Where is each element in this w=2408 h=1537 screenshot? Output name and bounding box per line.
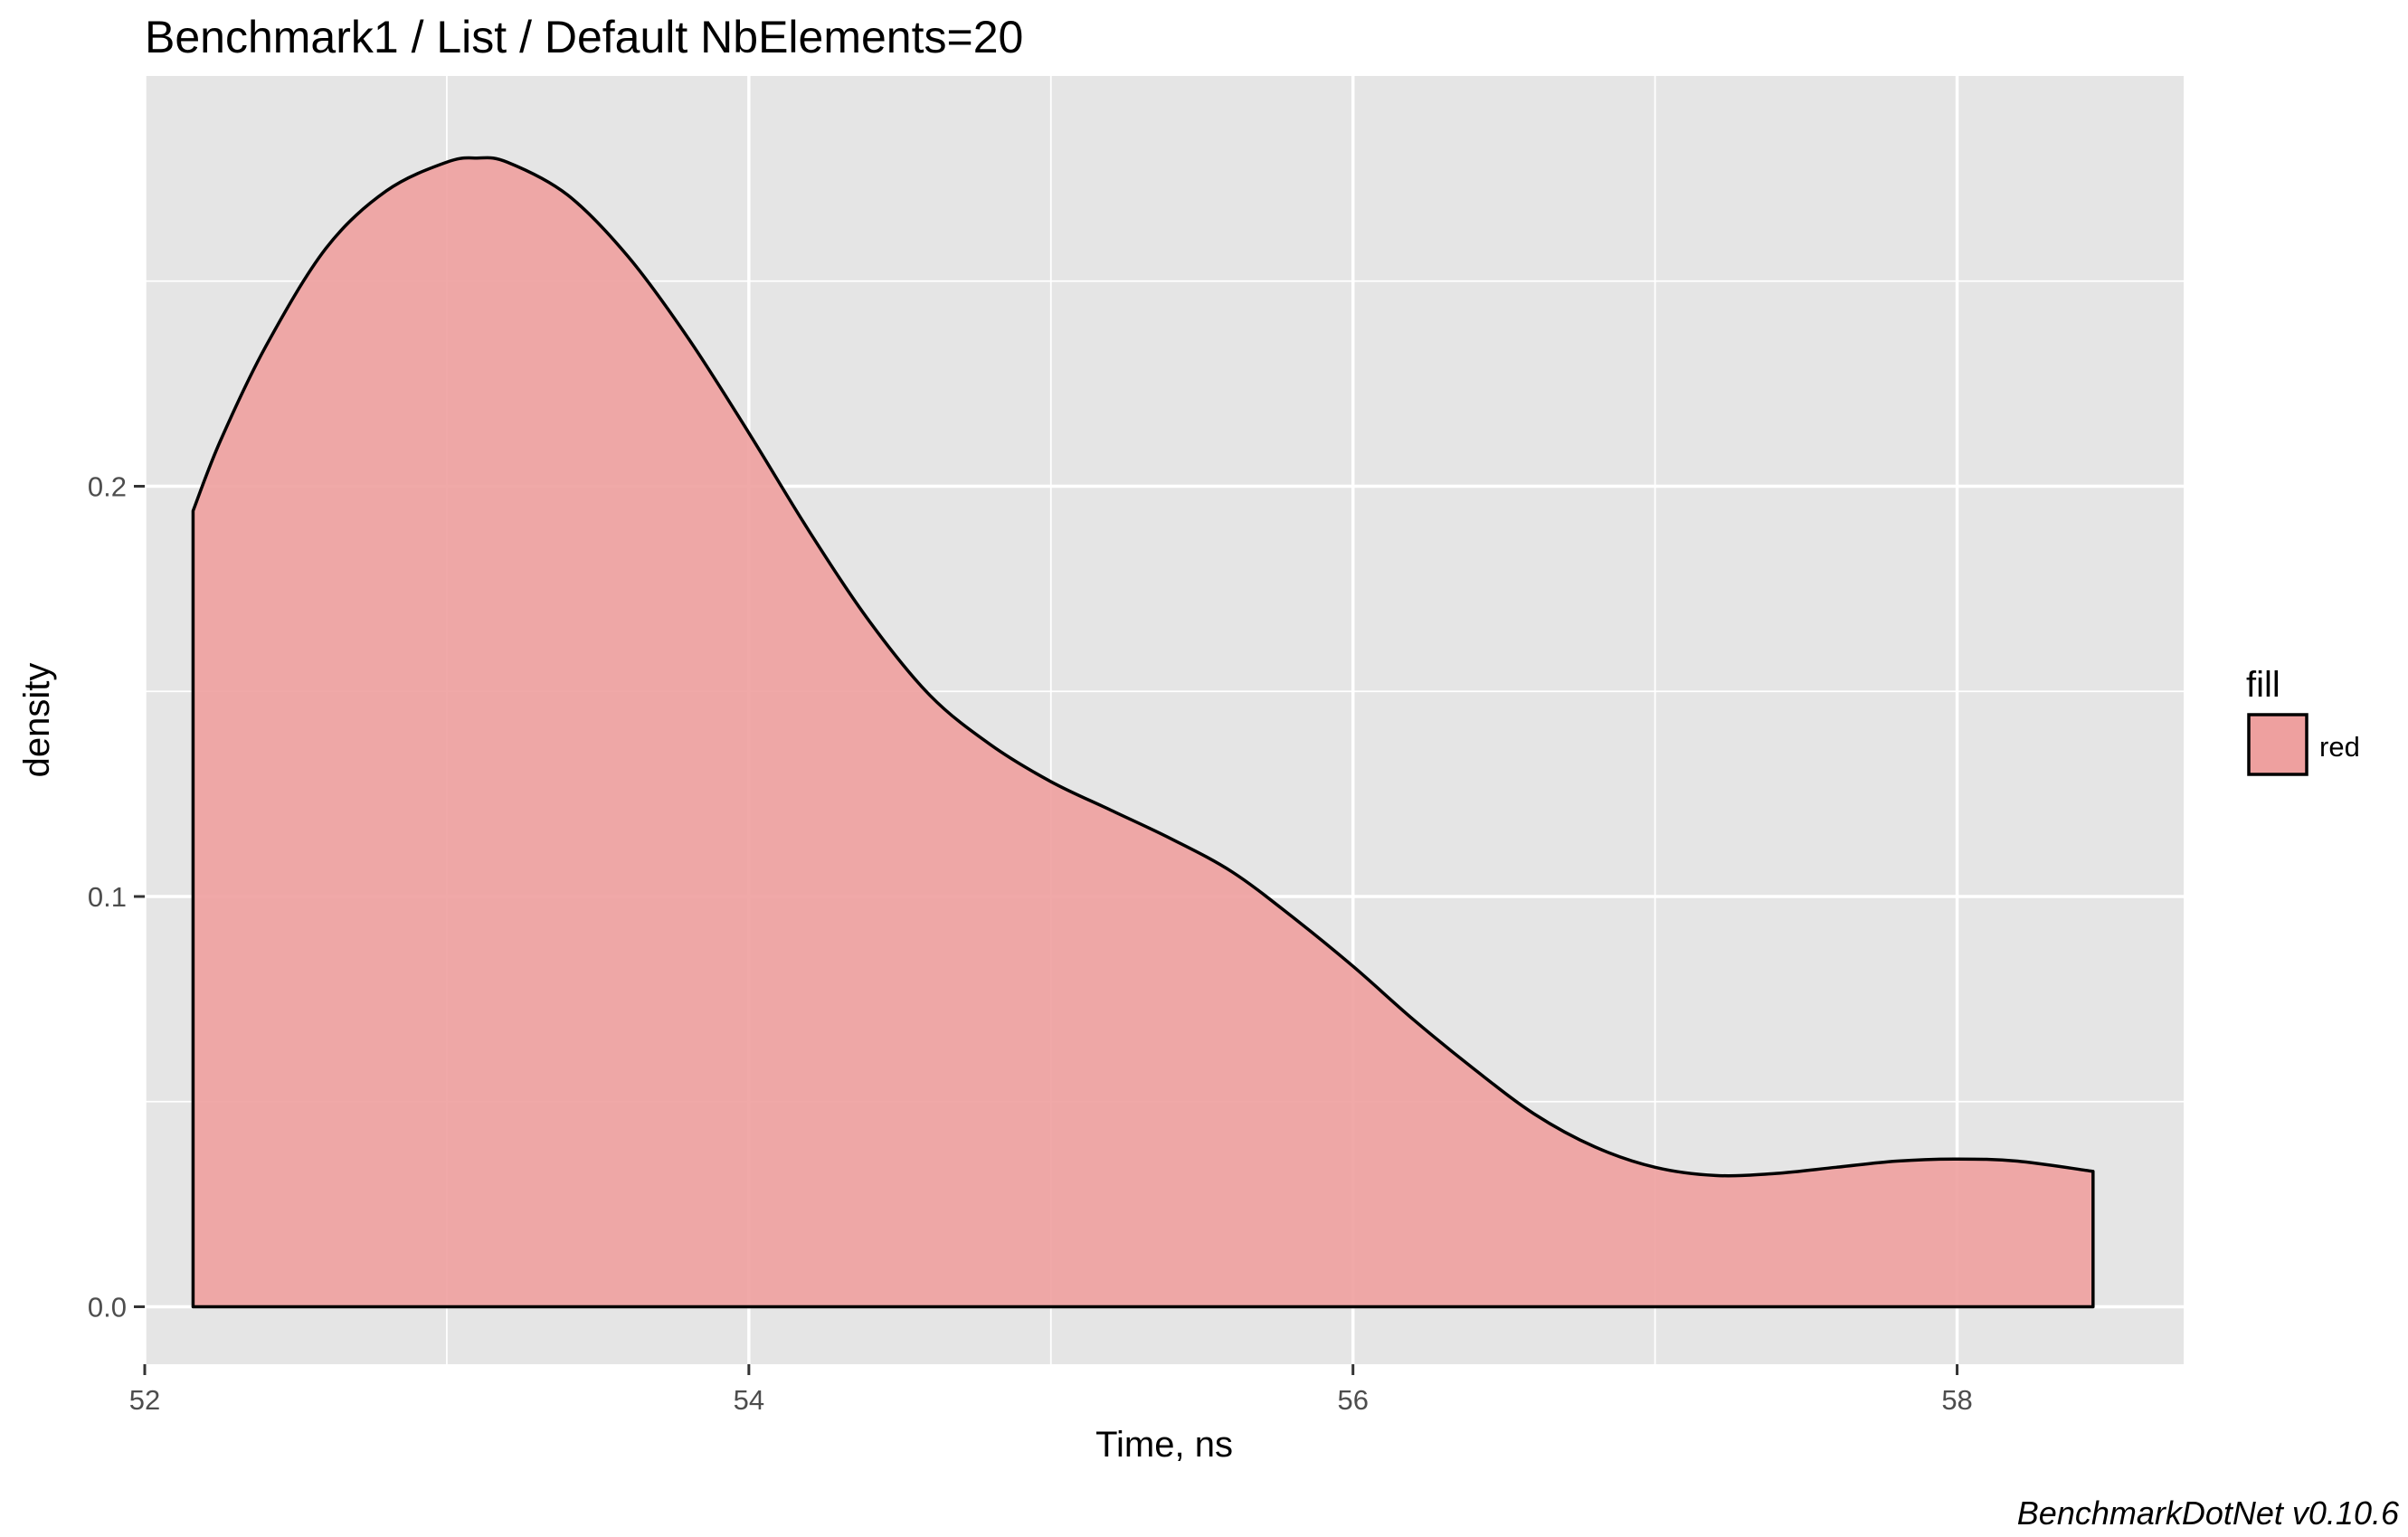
x-tick-label: 58 [1941, 1384, 1972, 1416]
y-tick-label: 0.1 [88, 881, 127, 913]
y-axis-title: density [17, 663, 57, 778]
y-tick-label: 0.0 [88, 1292, 127, 1324]
x-axis-title: Time, ns [1095, 1425, 1233, 1465]
x-tick-label: 52 [129, 1384, 160, 1416]
caption: BenchmarkDotNet v0.10.6 [2017, 1494, 2400, 1532]
density-outline [191, 156, 2095, 1309]
x-axis: 52 54 56 58 [129, 1364, 1973, 1416]
density-area [193, 157, 2093, 1307]
y-tick-label: 0.2 [88, 471, 127, 503]
x-tick-label: 56 [1337, 1384, 1368, 1416]
x-axis-tick-labels: 52 54 56 58 [129, 1384, 1973, 1416]
y-axis-tick-labels: 0.0 0.1 0.2 [88, 471, 127, 1324]
legend-swatch [2247, 713, 2308, 776]
legend: fill red [2246, 665, 2360, 776]
x-tick-label: 54 [734, 1384, 764, 1416]
legend-label: red [2319, 731, 2360, 763]
legend-title: fill [2246, 665, 2280, 705]
y-axis-ticks [134, 485, 145, 1309]
y-axis: 0.0 0.1 0.2 [88, 471, 145, 1324]
x-axis-ticks [143, 1364, 1959, 1375]
chart-title: Benchmark1 / List / Default NbElements=2… [145, 12, 1023, 62]
